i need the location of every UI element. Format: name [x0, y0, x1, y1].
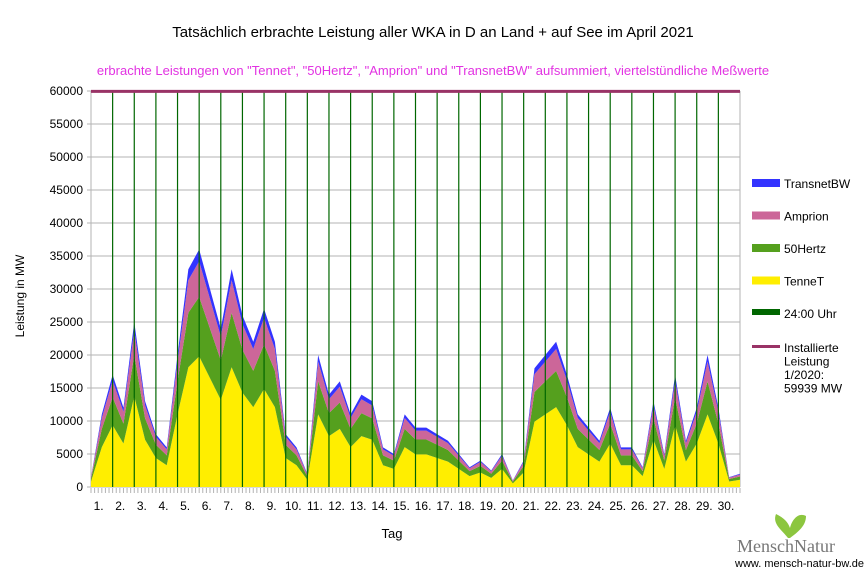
x-tick-label: 16.: [415, 499, 432, 513]
x-tick-label: 13.: [350, 499, 367, 513]
area-tennet: [91, 356, 740, 487]
y-tick-label: 15000: [50, 381, 84, 395]
y-axis-label: Leistung in MW: [13, 254, 27, 337]
x-tick-label: 30.: [718, 499, 735, 513]
x-tick-label: 23.: [566, 499, 583, 513]
y-tick-label: 50000: [50, 150, 84, 164]
x-tick-label: 11.: [307, 499, 323, 513]
legend-swatch: [752, 211, 780, 220]
y-tick-label: 35000: [50, 249, 84, 263]
y-tick-label: 5000: [56, 447, 83, 461]
legend-label: 50Hertz: [784, 242, 826, 256]
x-tick-label: 15.: [393, 499, 410, 513]
legend-label: Installierte: [784, 341, 839, 355]
x-tick-label: 17.: [436, 499, 453, 513]
x-tick-label: 7.: [223, 499, 233, 513]
x-tick-label: 10.: [285, 499, 302, 513]
legend-label: TransnetBW: [784, 177, 851, 191]
x-tick-label: 4.: [158, 499, 168, 513]
ginkgo-leaf-icon: [775, 514, 806, 538]
y-tick-label: 40000: [50, 216, 84, 230]
y-tick-label: 0: [76, 480, 83, 494]
y-tick-label: 25000: [50, 315, 84, 329]
legend-label: Amprion: [784, 210, 829, 224]
x-tick-label: 29.: [696, 499, 713, 513]
x-tick-label: 3.: [137, 499, 147, 513]
area-amprion: [91, 261, 740, 482]
x-tick-label: 22.: [545, 499, 562, 513]
legend-swatch: [752, 244, 780, 252]
legend-swatch: [752, 309, 780, 315]
legend-label: 1/2020:: [784, 368, 824, 382]
x-tick-label: 18.: [458, 499, 475, 513]
legend-swatch: [752, 179, 780, 187]
legend: TransnetBW Amprion 50Hertz TenneT 24:00 Uhr I…: [752, 177, 851, 396]
legend-label: 24:00 Uhr: [784, 307, 837, 321]
x-tick-label: 14.: [371, 499, 388, 513]
y-tick-label: 45000: [50, 183, 84, 197]
area-50hertz: [91, 296, 740, 484]
x-tick-label: 27.: [653, 499, 670, 513]
x-tick-label: 21.: [523, 499, 540, 513]
x-tick-label: 25.: [609, 499, 626, 513]
logo-name: MenschNatur: [737, 536, 835, 556]
chart-title: Tatsächlich erbrachte Leistung aller WKA…: [172, 24, 694, 41]
legend-swatch: [752, 276, 780, 285]
legend-label: 59939 MW: [784, 382, 843, 396]
x-tick-label: 12.: [328, 499, 345, 513]
y-tick-label: 55000: [50, 117, 84, 131]
y-tick-label: 20000: [50, 348, 84, 362]
x-tick-label: 26.: [631, 499, 648, 513]
x-tick-label: 1.: [94, 499, 104, 513]
x-tick-label: 28.: [674, 499, 691, 513]
x-tick-label: 2.: [115, 499, 125, 513]
x-axis-label: Tag: [382, 526, 403, 541]
x-tick-label: 8.: [245, 499, 255, 513]
x-tick-label: 6.: [202, 499, 212, 513]
y-tick-label: 30000: [50, 282, 84, 296]
logo-url: www. mensch-natur-bw.de: [735, 558, 864, 570]
x-tick-label: 19.: [480, 499, 497, 513]
x-tick-label: 9.: [267, 499, 277, 513]
y-tick-label: 60000: [50, 84, 84, 98]
legend-label: Leistung: [784, 355, 829, 369]
legend-swatch: [752, 345, 780, 348]
y-tick-label: 10000: [50, 414, 84, 428]
x-tick-label: 5.: [180, 499, 190, 513]
legend-label: TenneT: [784, 275, 825, 289]
chart-subtitle: erbrachte Leistungen von "Tennet", "50He…: [97, 63, 769, 78]
x-tick-label: 20.: [501, 499, 518, 513]
x-tick-label: 24.: [588, 499, 605, 513]
